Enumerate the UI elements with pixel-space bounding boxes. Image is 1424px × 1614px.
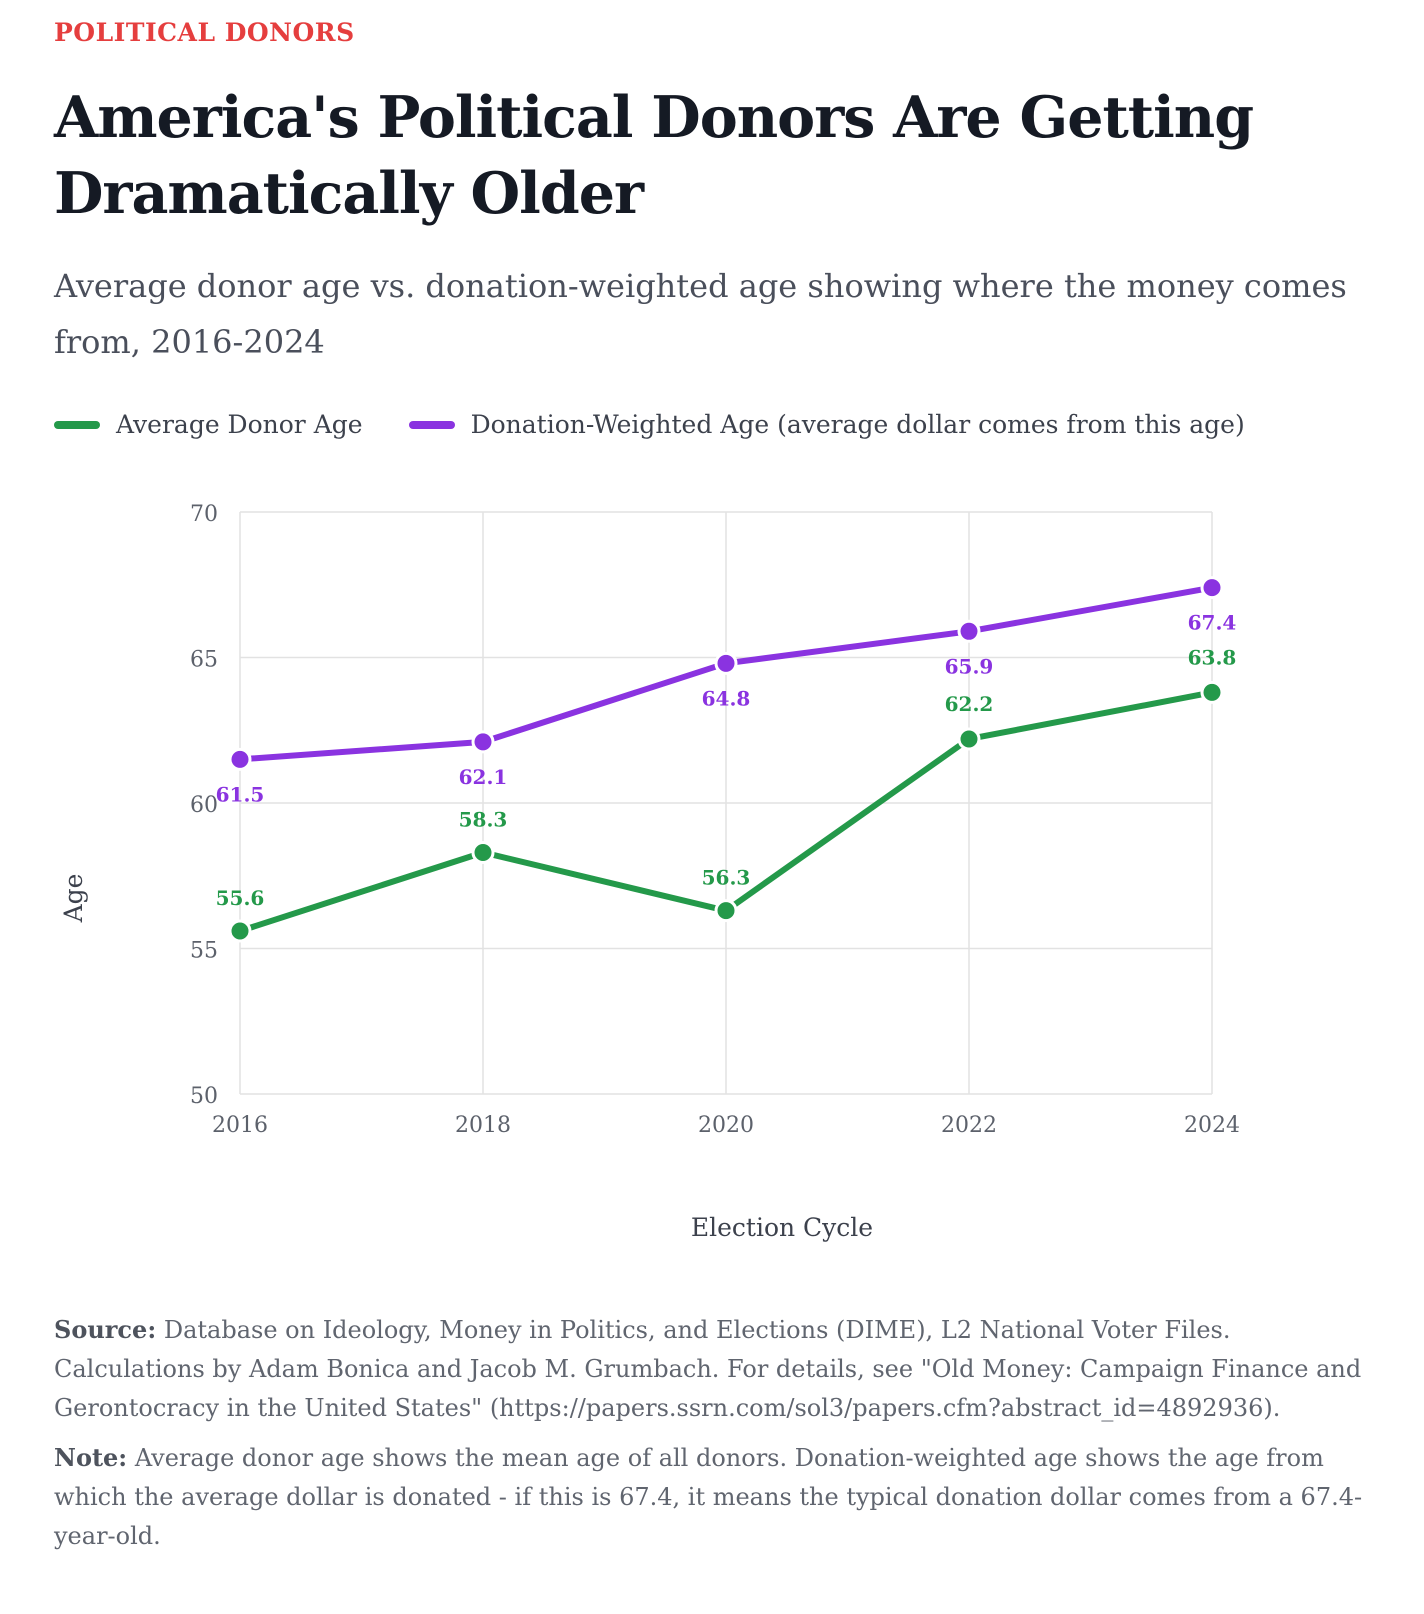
data-point [471, 840, 495, 864]
legend: Average Donor Age Donation-Weighted Age … [54, 410, 1291, 439]
legend-label: Average Donor Age [116, 410, 363, 439]
grid [239, 511, 1213, 1095]
data-label: 63.8 [1188, 645, 1237, 669]
data-label: 62.2 [945, 692, 994, 716]
legend-item-average-donor-age: Average Donor Age [54, 410, 363, 439]
source-label: Source: [54, 1315, 157, 1344]
x-axis-title: Election Cycle [691, 1213, 873, 1242]
source-text: Database on Ideology, Money in Politics,… [54, 1316, 1362, 1422]
data-point [957, 619, 981, 643]
data-label: 61.5 [216, 782, 265, 806]
data-label: 64.8 [702, 686, 751, 710]
data-point [228, 919, 252, 943]
series [228, 576, 1224, 943]
y-tick-label: 55 [190, 939, 218, 964]
footer: Source: Database on Ideology, Money in P… [54, 1310, 1384, 1566]
data-label: 58.3 [459, 807, 508, 831]
data-label: 65.9 [945, 654, 994, 678]
x-tick-label: 2018 [455, 1113, 511, 1138]
note-label: Note: [54, 1443, 128, 1472]
note-text: Average donor age shows the mean age of … [54, 1444, 1363, 1550]
legend-label: Donation-Weighted Age (average dollar co… [470, 410, 1245, 439]
x-tick-label: 2022 [941, 1113, 997, 1138]
y-tick-label: 70 [190, 502, 218, 527]
legend-swatch-purple [408, 420, 455, 429]
source-note: Source: Database on Ideology, Money in P… [54, 1310, 1384, 1428]
y-axis-title: Age [59, 874, 88, 924]
y-tick-label: 50 [190, 1084, 218, 1109]
data-point [714, 899, 738, 923]
data-point [471, 730, 495, 754]
data-labels: 55.6 58.3 56.3 62.2 63.8 61.5 62.1 64.8 65.9 67.4 [216, 611, 1237, 910]
x-tick-label: 2020 [698, 1113, 754, 1138]
data-point [228, 747, 252, 771]
chart-title: America's Political Donors Are Getting D… [54, 84, 1254, 227]
chart-subtitle: Average donor age vs. donation-weighted … [54, 267, 1347, 361]
legend-item-donation-weighted-age: Donation-Weighted Age (average dollar co… [408, 410, 1245, 439]
x-tick-label: 2016 [212, 1113, 268, 1138]
kicker: POLITICAL DONORS [54, 18, 355, 47]
legend-swatch-green [54, 420, 100, 429]
data-label: 56.3 [702, 866, 751, 890]
data-point [714, 651, 738, 675]
data-label: 55.6 [216, 886, 265, 910]
y-tick-label: 60 [190, 793, 218, 818]
data-point [1200, 576, 1224, 600]
x-tick-label: 2024 [1184, 1113, 1240, 1138]
line-chart: 50 55 60 65 70 2016 2018 2020 2022 2024 Election C… [59, 502, 1240, 1242]
data-label: 62.1 [459, 765, 508, 789]
data-point [957, 727, 981, 751]
note: Note: Average donor age shows the mean a… [54, 1438, 1384, 1556]
axes: 50 55 60 65 70 2016 2018 2020 2022 2024 Election C… [59, 502, 1240, 1242]
data-point [1200, 680, 1224, 704]
data-label: 67.4 [1188, 611, 1237, 635]
y-tick-label: 65 [190, 648, 218, 673]
